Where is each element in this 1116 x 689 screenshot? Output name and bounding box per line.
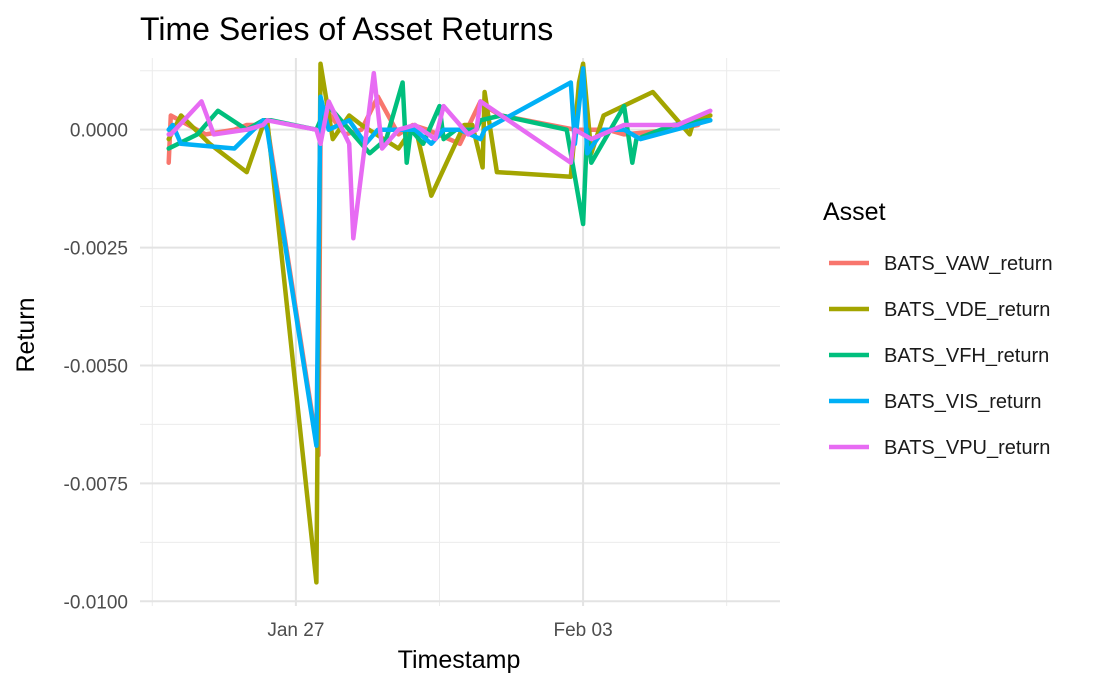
y-axis-title: Return <box>12 297 40 372</box>
legend-entry-label: BATS_VIS_return <box>884 391 1041 413</box>
y-tick-label: 0.0000 <box>70 121 128 142</box>
y-tick-label: -0.0075 <box>64 474 128 495</box>
legend-entry-label: BATS_VDE_return <box>884 299 1050 321</box>
x-tick-label: Feb 03 <box>553 620 612 641</box>
x-axis-ticks: Jan 27 Feb 03 <box>267 620 612 641</box>
x-tick-label: Jan 27 <box>267 620 324 641</box>
series-line-BATS_VPU_return <box>166 70 713 241</box>
legend: Asset BATS_VAW_return BATS_VDE_return BATS… <box>823 198 1053 459</box>
legend-entry-label: BATS_VPU_return <box>884 437 1050 459</box>
legend-entry-label: BATS_VAW_return <box>884 253 1053 275</box>
chart-title: Time Series of Asset Returns <box>140 11 553 47</box>
x-axis-title: Timestamp <box>398 646 521 674</box>
legend-entry-label: BATS_VFH_return <box>884 345 1049 367</box>
y-tick-label: -0.0025 <box>64 239 128 260</box>
series-lines <box>166 61 713 585</box>
y-axis-ticks: 0.0000 -0.0025 -0.0050 -0.0075 -0.0100 <box>64 121 128 614</box>
y-tick-label: -0.0100 <box>64 592 128 613</box>
minor-gridlines <box>140 58 780 606</box>
legend-title: Asset <box>823 198 886 226</box>
plot-panel <box>140 58 780 606</box>
y-tick-label: -0.0050 <box>64 356 128 377</box>
